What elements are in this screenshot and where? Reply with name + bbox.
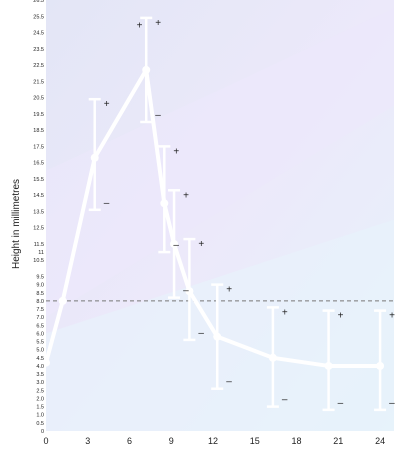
y-tick-label: 18.5	[33, 128, 44, 134]
y-tick-label: 9.5	[36, 274, 44, 280]
data-point	[59, 297, 67, 305]
y-tick-label: 7.0	[36, 315, 44, 321]
y-tick-label: 21.5	[33, 79, 44, 85]
y-tick-label: 17.5	[33, 144, 44, 150]
minus-label: –	[198, 328, 204, 339]
minus-label: –	[155, 110, 161, 121]
y-tick-label: 3.0	[36, 380, 44, 386]
x-tick-label: 0	[43, 436, 48, 446]
y-tick-label: 8.0	[36, 299, 44, 305]
data-point	[376, 362, 384, 370]
y-tick-label: 24.5	[33, 31, 44, 37]
y-tick-label: 10.5	[33, 258, 44, 264]
y-tick-label: 1.5	[36, 405, 44, 411]
x-tick-label: 15	[250, 436, 260, 446]
data-point	[269, 354, 277, 362]
plus-label: +	[183, 190, 189, 201]
data-point	[91, 154, 99, 162]
y-tick-label: 2.5	[36, 388, 44, 394]
y-tick-label: 13.5	[33, 209, 44, 215]
y-tick-label: 20.5	[33, 96, 44, 102]
y-tick-label: 12.5	[33, 226, 44, 232]
plus-label: +	[338, 311, 344, 322]
y-tick-label: 26.5	[33, 0, 44, 4]
minus-label: –	[338, 398, 344, 409]
y-tick-label: 0	[41, 429, 44, 435]
data-point	[325, 362, 333, 370]
y-tick-label: 1.0	[36, 413, 44, 419]
y-tick-label: 0.5	[36, 421, 44, 427]
plus-label: +	[282, 307, 288, 318]
y-tick-label: 2.0	[36, 396, 44, 402]
y-tick-label: 5.0	[36, 348, 44, 354]
data-point	[213, 333, 221, 341]
y-tick-label: 11.5	[34, 242, 44, 248]
plus-label: +	[137, 20, 143, 31]
data-point	[142, 66, 150, 74]
y-tick-label: 14.5	[33, 193, 44, 199]
y-tick-label: 11	[38, 250, 44, 256]
x-tick-label: 3	[85, 436, 90, 446]
y-tick-label: 5.5	[36, 340, 44, 346]
y-tick-label: 23.5	[33, 47, 44, 53]
y-tick-label: 4.5	[36, 356, 44, 362]
y-tick-label: 6.0	[36, 331, 44, 337]
plus-label: +	[173, 146, 179, 157]
x-tick-label: 9	[169, 436, 174, 446]
y-tick-label: 7.5	[36, 307, 44, 313]
y-axis-label: Height in millimetres	[11, 179, 22, 269]
y-tick-label: 15.5	[33, 177, 44, 183]
data-point	[160, 199, 168, 207]
y-tick-label: 19.5	[33, 112, 44, 118]
x-tick-label: 21	[333, 436, 343, 446]
x-tick-label: 12	[208, 436, 218, 446]
y-tick-label: 8.5	[36, 291, 44, 297]
minus-label: –	[226, 377, 232, 388]
minus-label: –	[173, 240, 179, 251]
plus-label: +	[198, 239, 204, 250]
x-tick-label: 24	[375, 436, 385, 446]
y-tick-label: 25.5	[33, 14, 44, 20]
y-tick-label: 9.0	[36, 283, 44, 289]
plus-label: +	[155, 18, 161, 29]
x-tick-label: 18	[292, 436, 302, 446]
y-tick-label: 4.0	[36, 364, 44, 370]
y-tick-label: 16.5	[33, 161, 44, 167]
y-tick-label: 6.5	[36, 323, 44, 329]
minus-label: –	[104, 198, 110, 209]
plus-label: +	[389, 311, 395, 322]
plus-label: +	[226, 285, 232, 296]
x-tick-label: 6	[127, 436, 132, 446]
minus-label: –	[282, 395, 288, 406]
y-tick-label: 22.5	[33, 63, 44, 69]
minus-label: –	[183, 286, 189, 297]
y-tick-label: 3.5	[36, 372, 44, 378]
plus-label: +	[104, 99, 110, 110]
minus-label: –	[389, 398, 395, 409]
